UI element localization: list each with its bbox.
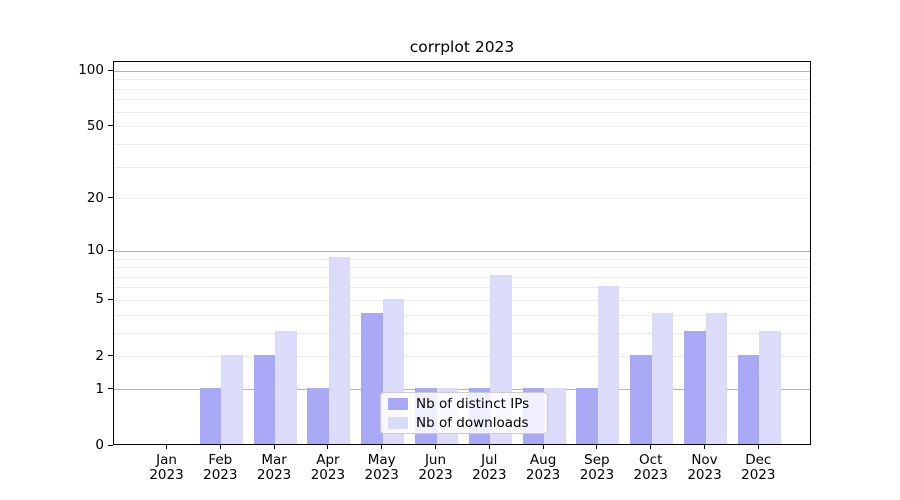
x-tick-mark [596, 445, 598, 449]
legend-label-downloads: Nb of downloads [416, 414, 529, 431]
x-tick-mark [166, 445, 167, 449]
minor-gridline [114, 79, 810, 81]
bar-sep-downloads [597, 285, 620, 444]
bar-sep-distinct-ips [576, 387, 598, 444]
legend-swatch-downloads [388, 416, 408, 429]
minor-gridline [114, 88, 810, 90]
x-tick-label-mar: Mar 2023 [256, 452, 292, 483]
bar-apr-downloads [328, 257, 351, 444]
bar-mar-distinct-ips [253, 354, 276, 444]
legend-swatch-distinct-ips [388, 397, 408, 410]
minor-gridline [114, 356, 810, 358]
chart-title: corrplot 2023 [409, 38, 515, 56]
bar-oct-distinct-ips [630, 354, 652, 444]
y-tick-label: 2 [95, 347, 104, 364]
x-tick-label-dec: Dec 2023 [741, 452, 776, 483]
bar-nov-distinct-ips [684, 331, 706, 444]
y-tick-label: 100 [78, 62, 104, 79]
x-tick-label-jun: Jun 2023 [418, 452, 453, 483]
x-tick-mark [704, 445, 705, 449]
x-tick-mark [542, 445, 544, 449]
bar-feb-downloads [221, 354, 243, 444]
major-gridline [114, 250, 810, 252]
y-tick-mark [108, 69, 113, 71]
bar-nov-downloads [705, 313, 727, 444]
y-tick-mark [108, 388, 113, 390]
major-gridline [114, 70, 810, 72]
plot-area [113, 61, 811, 445]
x-tick-label-nov: Nov 2023 [687, 452, 722, 483]
y-tick-label: 0 [95, 437, 104, 453]
minor-gridline [114, 299, 810, 301]
y-tick-mark [108, 298, 113, 300]
minor-gridline [114, 267, 810, 269]
minor-gridline [114, 198, 810, 200]
bar-oct-downloads [651, 313, 674, 444]
minor-gridline [114, 314, 810, 316]
minor-gridline [114, 166, 810, 168]
x-tick-mark [757, 445, 759, 449]
x-tick-mark [435, 445, 436, 449]
y-tick-mark [108, 355, 113, 357]
y-tick-label: 20 [86, 189, 104, 206]
y-tick-label: 5 [95, 291, 104, 308]
x-tick-label-oct: Oct 2023 [633, 452, 668, 483]
bar-may-distinct-ips [361, 313, 383, 444]
minor-gridline [114, 126, 810, 128]
y-tick-mark [108, 249, 113, 251]
minor-gridline [114, 143, 810, 145]
x-tick-mark [219, 445, 221, 449]
legend-label-distinct-ips: Nb of distinct IPs [416, 395, 530, 412]
bar-feb-distinct-ips [199, 387, 222, 444]
bar-aug-downloads [544, 387, 566, 444]
minor-gridline [114, 276, 810, 278]
y-tick-mark [108, 444, 113, 446]
legend: Nb of distinct IPs Nb of downloads [380, 392, 548, 434]
x-tick-label-feb: Feb 2023 [203, 452, 238, 483]
bar-dec-distinct-ips [737, 354, 760, 444]
bar-dec-downloads [759, 331, 781, 444]
minor-gridline [114, 99, 810, 101]
minor-gridline [114, 287, 810, 289]
x-tick-mark [381, 445, 383, 449]
x-tick-label-aug: Aug 2023 [525, 452, 561, 483]
minor-gridline [114, 111, 810, 113]
y-tick-mark [108, 197, 113, 199]
bar-apr-distinct-ips [307, 387, 329, 444]
x-tick-mark [327, 445, 329, 449]
legend-item-distinct-ips: Nb of distinct IPs [388, 396, 540, 412]
x-tick-label-may: May 2023 [364, 452, 399, 483]
x-tick-label-apr: Apr 2023 [310, 452, 346, 483]
y-tick-label: 50 [86, 117, 104, 134]
x-tick-mark [273, 445, 275, 449]
y-tick-label: 1 [95, 380, 104, 397]
x-tick-label-jul: Jul 2023 [472, 452, 507, 483]
x-tick-mark [488, 445, 490, 449]
y-tick-mark [108, 125, 113, 127]
minor-gridline [114, 258, 810, 260]
x-tick-mark [650, 445, 652, 449]
bar-mar-downloads [275, 331, 297, 444]
x-tick-label-jan: Jan 2023 [149, 452, 184, 483]
minor-gridline [114, 332, 810, 334]
x-tick-label-sep: Sep 2023 [579, 452, 615, 483]
y-tick-label: 10 [86, 242, 104, 259]
legend-item-downloads: Nb of downloads [388, 415, 540, 431]
major-gridline [114, 389, 810, 391]
